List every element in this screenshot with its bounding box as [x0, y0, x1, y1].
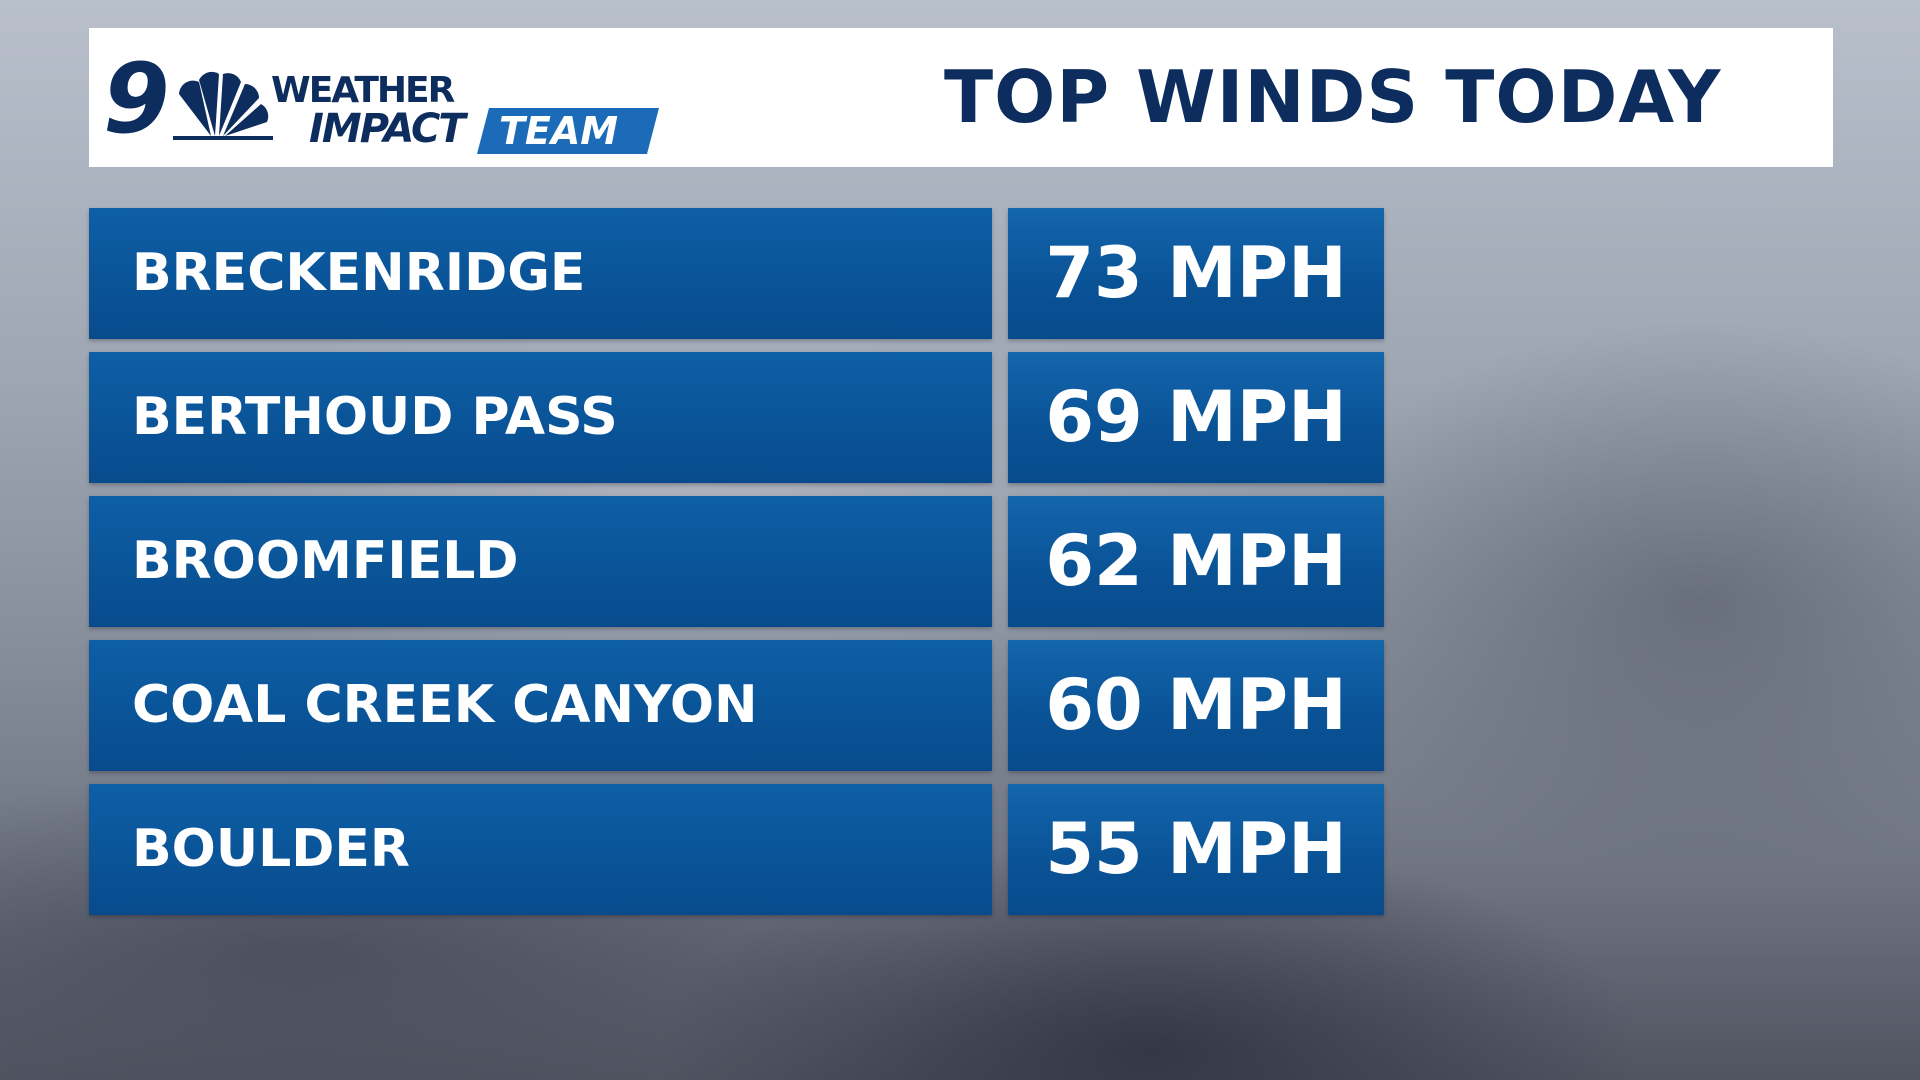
logo-line2: IMPACT: [309, 106, 468, 152]
logo-channel: 9: [103, 43, 170, 154]
location-text: BERTHOUD PASS: [132, 387, 618, 447]
location-cell: BERTHOUD PASS: [89, 352, 992, 483]
wind-speed-text: 60 MPH: [1045, 664, 1347, 746]
wind-speed-text: 69 MPH: [1045, 376, 1347, 458]
logo-line1: WEATHER: [271, 70, 455, 111]
logo-line3: TEAM: [499, 109, 618, 153]
logo: 9 WEATHER IMPACT TEAM: [103, 43, 659, 154]
location-text: COAL CREEK CANYON: [132, 675, 758, 735]
wind-cell: 60 MPH: [1008, 640, 1384, 771]
wind-speed-text: 62 MPH: [1045, 520, 1347, 602]
peacock-icon: [173, 71, 273, 140]
location-cell: COAL CREEK CANYON: [89, 640, 992, 771]
wind-cell: 73 MPH: [1008, 208, 1384, 339]
header-bar: 9 WEATHER IMPACT TEAM TOP WINDS TODAY: [89, 28, 1833, 167]
location-cell: BRECKENRIDGE: [89, 208, 992, 339]
wind-cell: 55 MPH: [1008, 784, 1384, 915]
location-text: BOULDER: [132, 819, 410, 879]
wind-speed-text: 55 MPH: [1045, 808, 1347, 890]
wind-cell: 62 MPH: [1008, 496, 1384, 627]
wind-cell: 69 MPH: [1008, 352, 1384, 483]
wind-speed-text: 73 MPH: [1045, 232, 1347, 314]
location-text: BRECKENRIDGE: [132, 243, 586, 303]
title: TOP WINDS TODAY: [944, 55, 1722, 139]
logo-badge: [477, 108, 659, 154]
location-cell: BOULDER: [89, 784, 992, 915]
location-cell: BROOMFIELD: [89, 496, 992, 627]
location-text: BROOMFIELD: [132, 531, 519, 591]
